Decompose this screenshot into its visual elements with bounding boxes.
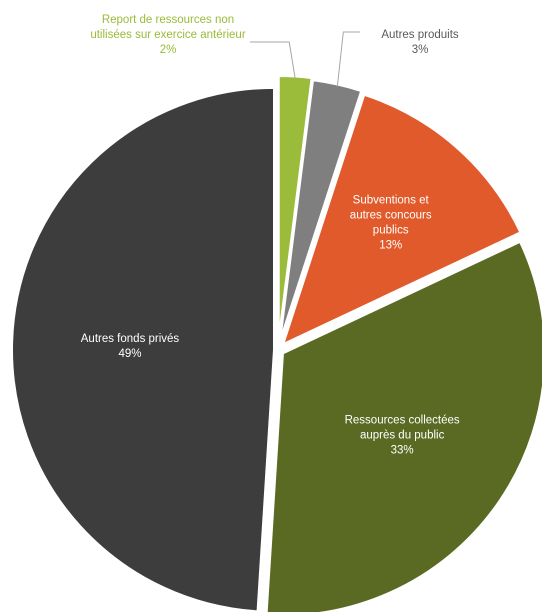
pie-slice-ressources (265, 240, 542, 612)
slice-label-line: Ressources collectées (345, 414, 460, 426)
pie-slice-subventions (281, 93, 522, 346)
slice-label-line: publics (373, 225, 409, 237)
slice-label-subventions: Subventions et autres concours publics 13% (350, 195, 432, 252)
slice-label-line: Report de ressources non (102, 14, 234, 26)
slice-label-line: utilisées sur exercice antérieur (90, 29, 245, 41)
leader-line-report (250, 41, 296, 79)
slice-label-fonds: Autres fonds privés 49% (81, 333, 180, 360)
pie-slice-fonds (11, 86, 276, 612)
slice-label-autres-prod: Autres produits 3% (381, 29, 459, 56)
slice-percent-fonds: 49% (118, 348, 141, 360)
slice-label-line: autres concours (350, 210, 432, 222)
slice-percent-subventions: 13% (379, 240, 402, 252)
slice-percent-report: 2% (160, 44, 177, 56)
leader-line-autres-prod (336, 31, 360, 87)
slice-percent-autres-prod: 3% (412, 44, 429, 56)
slice-percent-ressources: 33% (391, 444, 414, 456)
slice-label-ressources: Ressources collectées auprès du public 33% (345, 414, 460, 456)
slice-label-line: Autres produits (381, 29, 459, 41)
slice-label-report: Report de ressources non utilisées sur ex… (90, 14, 245, 56)
slice-label-line: Autres fonds privés (81, 333, 180, 345)
slice-label-line: Subventions et (353, 195, 430, 207)
slice-label-line: auprès du public (360, 429, 445, 441)
